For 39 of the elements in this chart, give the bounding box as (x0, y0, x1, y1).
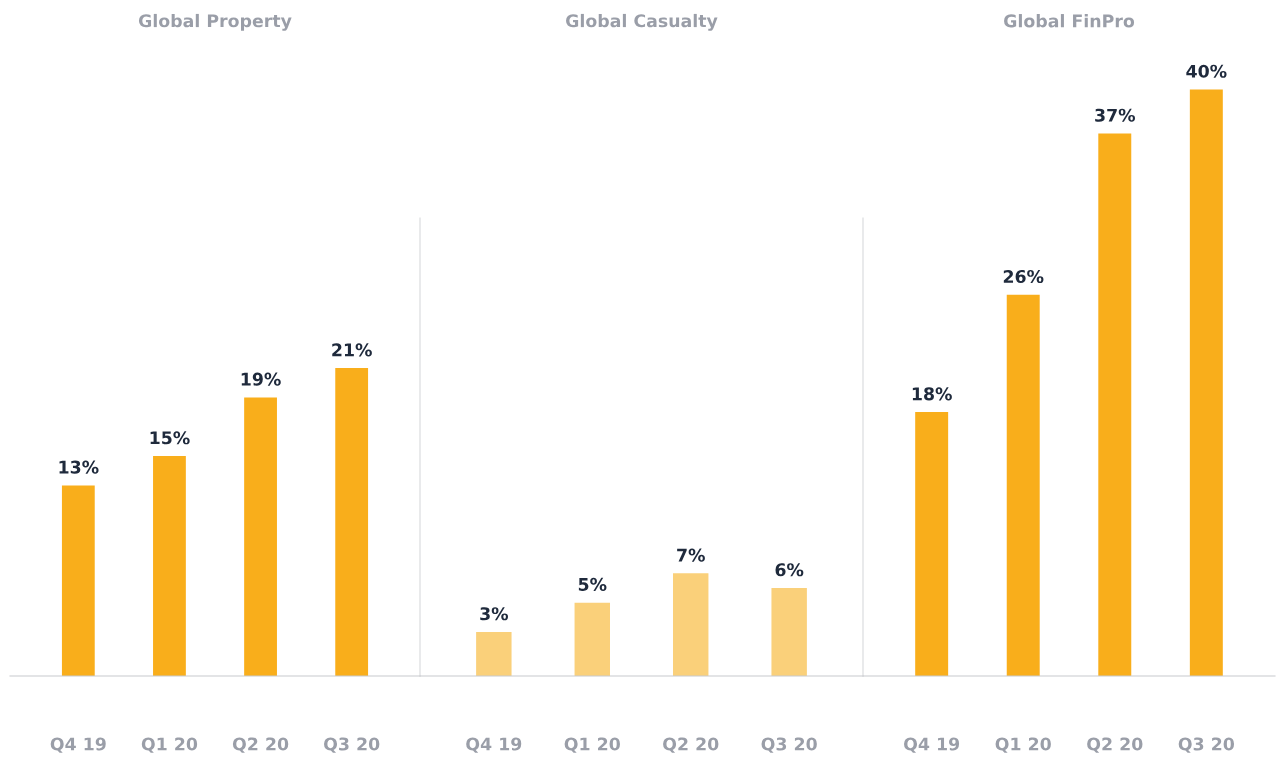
data-label: 7% (677, 548, 705, 562)
x-tick-label: Q1 20 (995, 737, 1051, 753)
bar (476, 632, 512, 676)
bar (335, 368, 369, 676)
bar (61, 485, 95, 676)
x-tick-label: Q1 20 (141, 737, 198, 753)
data-label: 6% (775, 563, 804, 577)
bar (771, 588, 807, 676)
data-label: 3% (480, 607, 509, 621)
data-label: 40% (1186, 64, 1227, 78)
x-tick-label: Q3 20 (324, 737, 380, 753)
chart-title: Global Casualty (566, 13, 718, 31)
x-tick-label: Q3 20 (761, 737, 817, 753)
data-label: 5% (578, 577, 607, 591)
bar (244, 397, 277, 676)
x-tick-label: Q4 19 (466, 737, 522, 753)
x-tick-label: Q3 20 (1178, 737, 1235, 753)
data-label: 21% (332, 343, 372, 357)
x-tick-label: Q1 20 (564, 737, 620, 753)
bar (1098, 133, 1132, 676)
x-tick-label: Q4 19 (50, 737, 106, 753)
x-tick-label: Q2 20 (663, 737, 719, 753)
chart-title: Global Property (138, 13, 292, 31)
bar (673, 573, 709, 676)
data-label: 15% (150, 431, 190, 445)
data-label: 19% (241, 372, 281, 386)
data-label: 37% (1095, 108, 1135, 122)
data-label: 26% (1003, 269, 1044, 284)
x-tick-label: Q2 20 (232, 737, 289, 753)
data-label: 18% (912, 387, 952, 401)
data-label: 13% (59, 460, 99, 474)
bar (153, 456, 186, 676)
chart-title: Global FinPro (1004, 14, 1135, 28)
x-tick-label: Q4 19 (904, 737, 960, 753)
bar (1006, 294, 1040, 676)
x-tick-label: Q2 20 (1087, 737, 1143, 753)
bar (915, 412, 949, 676)
bar (574, 602, 610, 676)
bar (1189, 89, 1223, 676)
